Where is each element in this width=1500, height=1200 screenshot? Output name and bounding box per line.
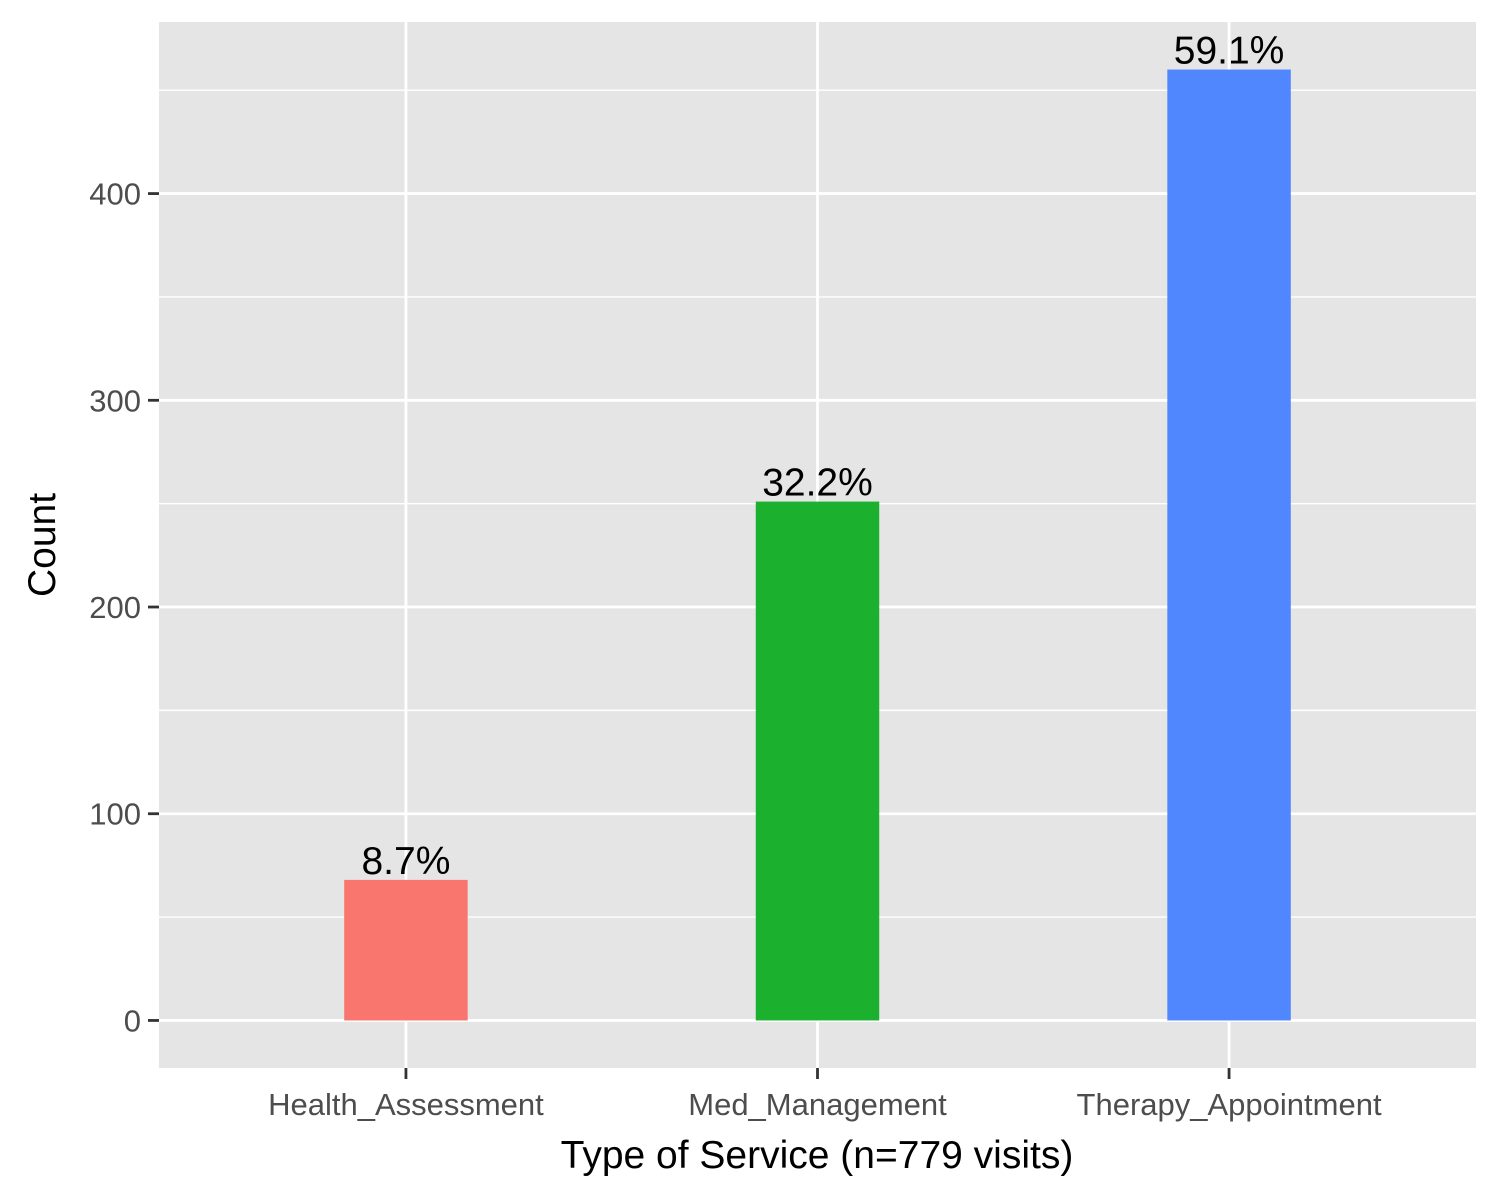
y-tick-label: 200 bbox=[89, 590, 141, 625]
bar-data-label: 59.1% bbox=[1174, 30, 1285, 73]
x-tick-label: Health_Assessment bbox=[268, 1087, 544, 1122]
data-labels: 8.7% 32.2% 59.1% bbox=[361, 30, 1284, 883]
y-tick-label: 300 bbox=[89, 383, 141, 418]
y-tick-label: 100 bbox=[89, 797, 141, 832]
y-axis-title: Count bbox=[21, 493, 64, 597]
bar bbox=[344, 879, 468, 1021]
bar bbox=[755, 501, 880, 1021]
x-tick-label: Therapy_Appointment bbox=[1077, 1087, 1382, 1122]
y-tick-label: 0 bbox=[124, 1003, 141, 1038]
y-axis: 0 100 200 300 400 bbox=[89, 177, 159, 1038]
x-axis-title: Type of Service (n=779 visits) bbox=[561, 1134, 1074, 1177]
x-tick-label: Med_Management bbox=[688, 1087, 947, 1122]
y-tick-label: 400 bbox=[89, 177, 141, 212]
bar bbox=[1167, 69, 1291, 1021]
x-axis: Health_Assessment Med_Management Therapy_A… bbox=[268, 1068, 1382, 1122]
bars bbox=[344, 69, 1291, 1021]
bar-data-label: 8.7% bbox=[361, 840, 450, 883]
bar-data-label: 32.2% bbox=[762, 462, 873, 505]
